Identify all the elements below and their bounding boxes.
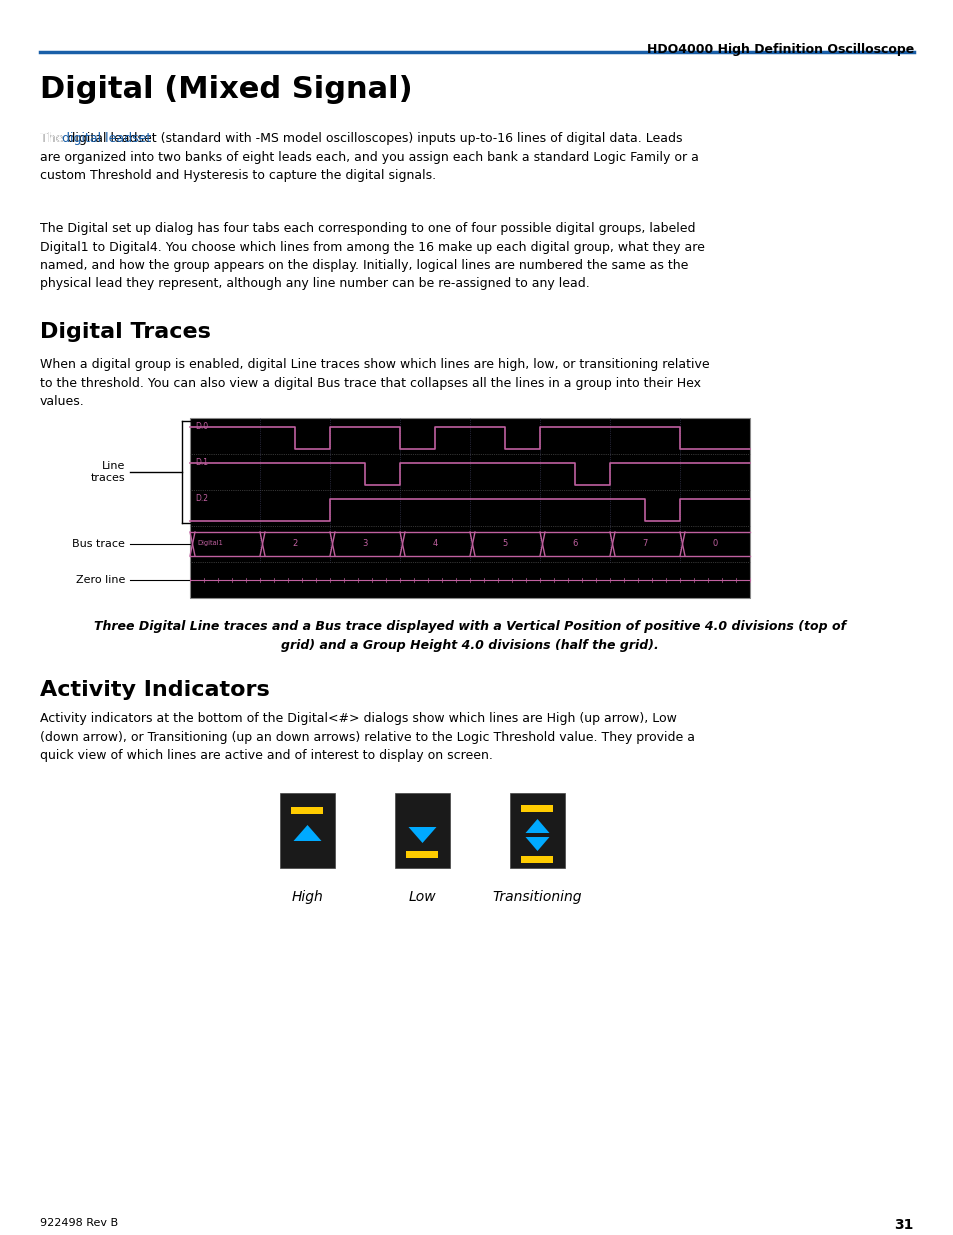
- Text: Zero line: Zero line: [75, 576, 125, 585]
- Text: 31: 31: [894, 1218, 913, 1233]
- Polygon shape: [525, 837, 549, 851]
- Text: Activity Indicators: Activity Indicators: [40, 680, 270, 700]
- Bar: [521, 805, 553, 811]
- Text: When a digital group is enabled, digital Line traces show which lines are high, : When a digital group is enabled, digital…: [40, 358, 709, 408]
- Text: High: High: [292, 890, 323, 904]
- Text: 0: 0: [712, 538, 717, 548]
- Text: Line
traces: Line traces: [91, 461, 125, 483]
- Text: Digital Traces: Digital Traces: [40, 322, 211, 342]
- Text: Digital1: Digital1: [196, 541, 222, 547]
- Text: 922498 Rev B: 922498 Rev B: [40, 1218, 118, 1228]
- Text: D.1: D.1: [194, 458, 208, 467]
- Text: Digital (Mixed Signal): Digital (Mixed Signal): [40, 75, 413, 104]
- Text: The: The: [40, 132, 68, 144]
- Text: D.2: D.2: [194, 494, 208, 503]
- Bar: [190, 417, 749, 598]
- Text: The Digital set up dialog has four tabs each corresponding to one of four possib: The Digital set up dialog has four tabs …: [40, 222, 704, 290]
- Polygon shape: [408, 827, 436, 844]
- Bar: [280, 793, 335, 868]
- Text: HDO4000 High Definition Oscilloscope: HDO4000 High Definition Oscilloscope: [646, 43, 913, 56]
- Bar: [406, 851, 438, 858]
- Text: Activity indicators at the bottom of the Digital<#> dialogs show which lines are: Activity indicators at the bottom of the…: [40, 713, 695, 762]
- Text: Three Digital Line traces and a Bus trace displayed with a Vertical Position of : Three Digital Line traces and a Bus trac…: [93, 620, 845, 652]
- Text: 6: 6: [572, 538, 578, 548]
- Polygon shape: [294, 825, 321, 841]
- Text: 5: 5: [502, 538, 507, 548]
- Text: The digital leadset (standard with -MS model oscilloscopes) inputs up-to-16 line: The digital leadset (standard with -MS m…: [40, 132, 699, 182]
- Bar: [510, 793, 564, 868]
- Text: D.0: D.0: [194, 422, 208, 431]
- Text: 2: 2: [292, 538, 297, 548]
- Text: 7: 7: [641, 538, 647, 548]
- Text: 3: 3: [362, 538, 367, 548]
- Text: digital leadset: digital leadset: [62, 132, 152, 144]
- Polygon shape: [525, 819, 549, 832]
- Text: Bus trace: Bus trace: [72, 538, 125, 550]
- Bar: [395, 793, 450, 868]
- Text: Transitioning: Transitioning: [493, 890, 581, 904]
- Bar: [521, 856, 553, 863]
- Bar: [292, 806, 323, 814]
- Text: 4: 4: [432, 538, 437, 548]
- Text: Low: Low: [408, 890, 436, 904]
